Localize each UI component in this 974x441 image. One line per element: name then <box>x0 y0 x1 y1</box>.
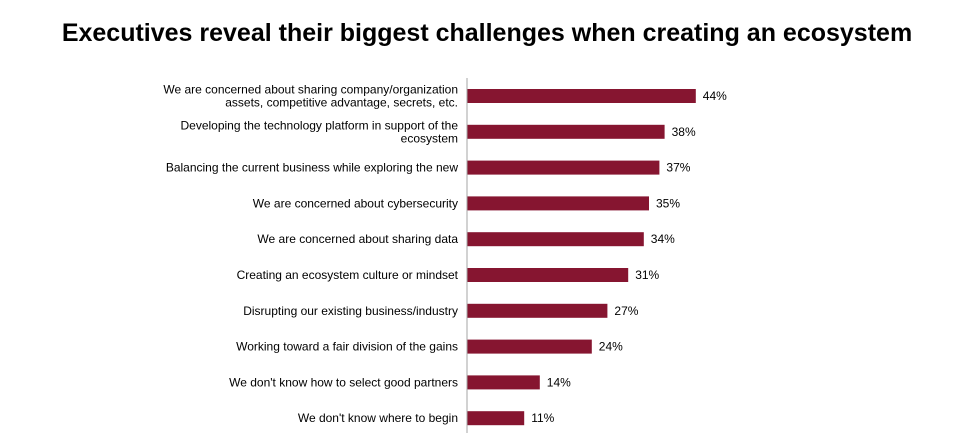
category-label-9: We don't know how to select good partner… <box>229 375 458 389</box>
bar-5 <box>467 232 644 247</box>
category-label-6: Creating an ecosystem culture or mindset <box>237 268 459 282</box>
category-label-3: Balancing the current business while exp… <box>166 161 459 175</box>
category-label-8: Working toward a fair division of the ga… <box>236 340 458 354</box>
category-label-5: We are concerned about sharing data <box>257 232 458 246</box>
chart-title: Executives reveal their biggest challeng… <box>61 19 913 47</box>
value-label-6: 31% <box>635 268 659 282</box>
value-label-10: 11% <box>531 411 554 425</box>
bar-7 <box>467 303 608 318</box>
category-label-2: Developing the technology platform in su… <box>180 118 458 145</box>
value-label-4: 35% <box>656 196 680 210</box>
category-label-1: We are concerned about sharing company/o… <box>163 83 458 110</box>
value-labels-group: 44% 38% 37% 35% 34% 31% 27% 24% 14% 11% <box>531 89 727 425</box>
value-label-3: 37% <box>666 161 690 175</box>
bars-group <box>467 89 696 426</box>
value-label-8: 24% <box>599 340 623 354</box>
value-label-7: 27% <box>614 304 638 318</box>
value-label-2: 38% <box>672 125 696 139</box>
bar-8 <box>467 339 592 354</box>
category-label-7: Disrupting our existing business/industr… <box>243 304 458 318</box>
bar-1 <box>467 89 696 103</box>
bar-10 <box>467 411 525 426</box>
category-label-10: We don't know where to begin <box>298 411 458 425</box>
bar-2 <box>467 124 665 139</box>
value-label-9: 14% <box>547 375 571 389</box>
value-label-1: 44% <box>703 89 727 103</box>
category-label-4: We are concerned about cybersecurity <box>253 196 458 210</box>
bar-4 <box>467 196 649 211</box>
bar-3 <box>467 160 660 175</box>
bar-9 <box>467 375 540 390</box>
bar-6 <box>467 268 629 282</box>
category-labels-group: We are concerned about sharing company/o… <box>163 83 458 426</box>
value-label-5: 34% <box>651 232 675 246</box>
